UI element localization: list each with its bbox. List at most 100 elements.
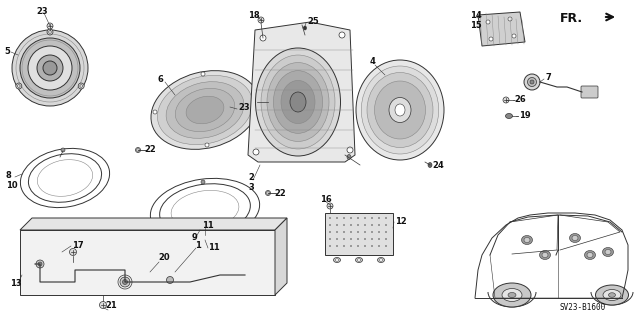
Text: 16: 16 (320, 196, 332, 204)
Ellipse shape (253, 106, 257, 110)
Ellipse shape (603, 290, 621, 300)
Ellipse shape (367, 72, 433, 147)
Ellipse shape (357, 238, 359, 240)
Text: 23: 23 (36, 6, 47, 16)
Ellipse shape (371, 238, 373, 240)
Text: 23: 23 (238, 102, 250, 112)
Ellipse shape (378, 238, 380, 240)
Ellipse shape (605, 249, 611, 255)
Ellipse shape (489, 37, 493, 41)
Ellipse shape (570, 234, 580, 242)
Ellipse shape (166, 277, 173, 284)
Text: 21: 21 (105, 300, 116, 309)
Text: 7: 7 (545, 73, 551, 83)
Ellipse shape (493, 283, 531, 307)
Ellipse shape (357, 245, 359, 247)
Ellipse shape (364, 217, 366, 219)
Text: 24: 24 (432, 160, 444, 169)
Ellipse shape (374, 81, 426, 139)
Ellipse shape (371, 217, 373, 219)
Ellipse shape (120, 277, 130, 287)
Ellipse shape (378, 231, 380, 233)
Ellipse shape (512, 34, 516, 38)
Text: 9: 9 (192, 233, 198, 241)
FancyBboxPatch shape (581, 86, 598, 98)
Ellipse shape (37, 55, 63, 81)
Ellipse shape (502, 288, 522, 301)
Ellipse shape (371, 231, 373, 233)
Ellipse shape (17, 85, 20, 87)
Ellipse shape (371, 224, 373, 226)
Ellipse shape (70, 249, 77, 256)
Ellipse shape (329, 224, 331, 226)
Ellipse shape (166, 82, 244, 138)
Ellipse shape (153, 110, 157, 114)
Ellipse shape (361, 66, 439, 154)
Text: FR.: FR. (560, 11, 583, 25)
Ellipse shape (258, 17, 264, 23)
Ellipse shape (609, 293, 616, 297)
Ellipse shape (524, 238, 530, 242)
Text: 3: 3 (248, 183, 253, 192)
Text: 13: 13 (10, 278, 22, 287)
Ellipse shape (385, 217, 387, 219)
Ellipse shape (336, 217, 338, 219)
Text: 25: 25 (307, 18, 319, 26)
Ellipse shape (137, 149, 140, 151)
FancyBboxPatch shape (325, 213, 393, 255)
Ellipse shape (151, 70, 259, 149)
Ellipse shape (336, 231, 338, 233)
Ellipse shape (201, 180, 205, 184)
Ellipse shape (378, 224, 380, 226)
Ellipse shape (336, 238, 338, 240)
Ellipse shape (175, 88, 235, 132)
Ellipse shape (205, 143, 209, 147)
Ellipse shape (28, 46, 72, 90)
Text: 2: 2 (248, 174, 254, 182)
Ellipse shape (281, 80, 315, 123)
Ellipse shape (350, 224, 352, 226)
Ellipse shape (522, 235, 532, 244)
Ellipse shape (378, 217, 380, 219)
FancyBboxPatch shape (20, 230, 275, 295)
Ellipse shape (347, 147, 353, 153)
Ellipse shape (357, 217, 359, 219)
Ellipse shape (385, 245, 387, 247)
Text: 26: 26 (514, 95, 525, 105)
Ellipse shape (329, 245, 331, 247)
Text: 4: 4 (370, 57, 376, 66)
Text: 15: 15 (470, 20, 482, 29)
Ellipse shape (336, 245, 338, 247)
Ellipse shape (122, 279, 127, 285)
Ellipse shape (524, 74, 540, 90)
Text: 12: 12 (395, 218, 407, 226)
Ellipse shape (267, 192, 269, 194)
Ellipse shape (186, 96, 224, 124)
Ellipse shape (273, 71, 323, 133)
Ellipse shape (157, 75, 253, 145)
Ellipse shape (343, 245, 345, 247)
Ellipse shape (329, 217, 331, 219)
Ellipse shape (335, 259, 339, 261)
Ellipse shape (12, 30, 88, 106)
Ellipse shape (364, 238, 366, 240)
Polygon shape (478, 12, 525, 46)
Ellipse shape (506, 114, 513, 118)
Ellipse shape (572, 235, 578, 241)
Ellipse shape (255, 48, 340, 156)
Ellipse shape (378, 257, 385, 263)
Ellipse shape (355, 257, 362, 263)
Ellipse shape (508, 293, 516, 298)
Ellipse shape (47, 29, 53, 35)
Text: 10: 10 (6, 181, 18, 189)
Ellipse shape (329, 231, 331, 233)
Ellipse shape (595, 285, 628, 305)
Ellipse shape (201, 72, 205, 76)
Text: 18: 18 (248, 11, 260, 19)
Ellipse shape (584, 250, 595, 259)
Ellipse shape (380, 259, 383, 261)
Ellipse shape (364, 231, 366, 233)
Ellipse shape (268, 100, 273, 105)
Text: 22: 22 (144, 145, 156, 154)
Ellipse shape (343, 231, 345, 233)
